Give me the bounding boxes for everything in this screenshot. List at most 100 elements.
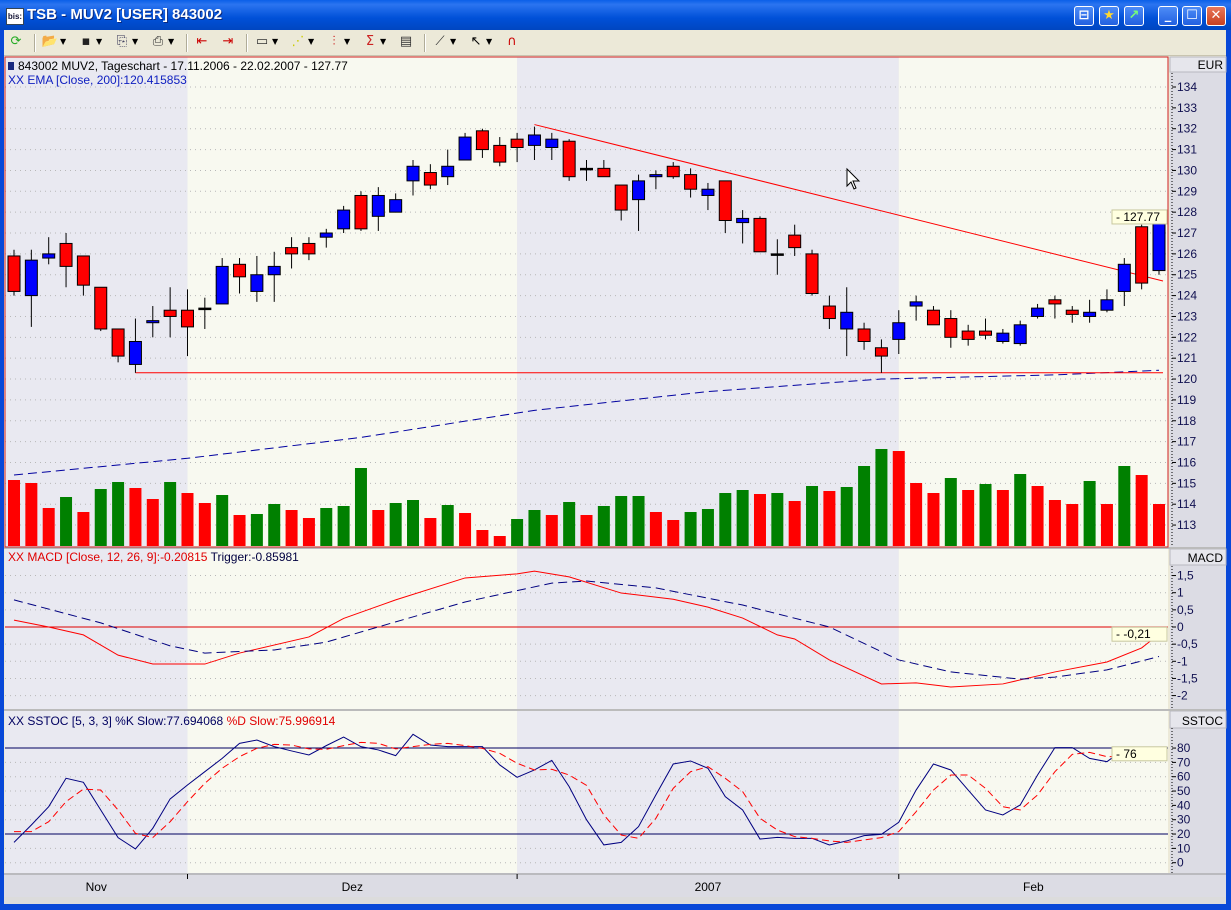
mouse-cursor-icon: [846, 167, 861, 190]
volume-bar: [667, 520, 680, 546]
candle-body: [892, 322, 906, 340]
minimize-button[interactable]: _: [1158, 6, 1178, 26]
candle: [180, 289, 194, 357]
candle: [441, 149, 455, 186]
tick-label: 118: [1177, 414, 1196, 428]
window-button[interactable]: ▭: [252, 33, 272, 51]
pointer-button[interactable]: ↖: [466, 33, 486, 51]
tick-label: 125: [1177, 268, 1197, 282]
tick-label: 120: [1177, 372, 1197, 386]
save-button[interactable]: ▪: [76, 33, 96, 51]
tick-label: 134: [1177, 80, 1197, 94]
toolbar-separator: [246, 34, 248, 52]
chart-link-button[interactable]: ↗: [1124, 6, 1144, 26]
properties-button[interactable]: ▤: [396, 33, 416, 51]
dropdown-arrow-icon[interactable]: ▼: [450, 37, 457, 46]
price-chart-title: 843002 MUV2, Tageschart - 17.11.2006 - 2…: [8, 59, 348, 73]
dropdown-arrow-icon[interactable]: ▼: [344, 37, 351, 46]
layout-button[interactable]: ⊟: [1074, 6, 1094, 26]
last-value-label: - 127.77: [1116, 210, 1160, 224]
candles-button[interactable]: ⫶: [324, 33, 344, 51]
dropdown-arrow-icon[interactable]: ▼: [272, 37, 279, 46]
dropdown-arrow-icon[interactable]: ▼: [168, 37, 175, 46]
open-folder-button[interactable]: 📂: [40, 33, 60, 51]
month-band: [187, 711, 518, 873]
magnet-button[interactable]: ∩: [502, 33, 522, 51]
month-band: [898, 57, 1168, 547]
candle-body: [354, 194, 368, 230]
candle-body: [1135, 226, 1149, 284]
candle-body: [979, 330, 993, 336]
candle: [614, 184, 628, 221]
tick-label: 80: [1177, 741, 1191, 755]
candle: [423, 164, 437, 190]
favorite-button[interactable]: ★: [1099, 6, 1119, 26]
tick-label: 127: [1177, 226, 1197, 240]
candle-body: [423, 172, 437, 186]
axis-header: [1169, 56, 1227, 73]
dropdown-arrow-icon[interactable]: ▼: [60, 37, 67, 46]
volume-bar: [112, 482, 125, 546]
copy-button[interactable]: ⎘: [112, 33, 132, 51]
volume-bar: [389, 503, 402, 546]
volume-bar: [962, 490, 975, 546]
volume-bar: [927, 493, 940, 546]
chart-forward-button[interactable]: ⇥: [218, 33, 238, 51]
stoch-d-label: %D Slow:75.996914: [226, 714, 336, 728]
volume-bar: [788, 501, 801, 546]
candle: [493, 137, 507, 167]
tick-label: 114: [1177, 497, 1196, 511]
maximize-button[interactable]: ☐: [1182, 6, 1202, 26]
chart-type-button[interactable]: ⋰: [288, 33, 308, 51]
volume-bar: [944, 478, 957, 546]
candle: [684, 168, 698, 198]
print-button[interactable]: ⎙: [148, 33, 168, 51]
candle: [527, 126, 541, 161]
draw-line-button[interactable]: ⟋: [430, 33, 450, 51]
candle: [545, 132, 559, 161]
tick-label: 113: [1177, 518, 1196, 532]
candle: [267, 251, 281, 302]
dropdown-arrow-icon[interactable]: ▼: [132, 37, 139, 46]
last-value-marker: [1111, 209, 1168, 225]
candle: [371, 187, 385, 231]
dropdown-arrow-icon[interactable]: ▼: [380, 37, 387, 46]
volume-bar: [875, 449, 888, 546]
candle: [666, 162, 680, 179]
tick-label: 20: [1177, 827, 1191, 841]
candle: [770, 239, 784, 275]
window-frame-left: [0, 30, 4, 910]
indicator-sum-button[interactable]: Σ: [360, 33, 380, 51]
candle-body: [527, 134, 541, 146]
window-frame-right: [1226, 30, 1231, 910]
dropdown-arrow-icon[interactable]: ▼: [486, 37, 493, 46]
dropdown-arrow-icon[interactable]: ▼: [308, 37, 315, 46]
candle-body: [926, 309, 940, 326]
tick-label: 1,5: [1177, 569, 1194, 583]
tick-label: -0,5: [1177, 637, 1198, 651]
volume-bar: [1048, 500, 1061, 546]
volume-bar: [511, 519, 524, 546]
tick-label: 124: [1177, 289, 1197, 303]
candle-body: [458, 136, 472, 161]
properties-icon: ▤: [399, 34, 413, 49]
volume-bar: [979, 484, 992, 546]
tick-label: 50: [1177, 784, 1191, 798]
volume-bar: [337, 506, 350, 546]
volume-bar: [164, 482, 177, 546]
dropdown-arrow-icon[interactable]: ▼: [96, 37, 103, 46]
copy-icon: ⎘: [116, 34, 128, 49]
refresh-button[interactable]: ⟳: [6, 33, 26, 51]
stoch-k-line: [13, 733, 1160, 850]
candle: [979, 318, 993, 340]
chart-back-button[interactable]: ⇤: [192, 33, 212, 51]
trigger-label: Trigger:-0.85981: [210, 550, 299, 564]
tick-label: 131: [1177, 143, 1197, 157]
candle: [354, 191, 368, 231]
chart-back-icon: ⇤: [196, 34, 208, 49]
close-button[interactable]: ✕: [1206, 6, 1226, 26]
chart-forward-icon: ⇥: [222, 34, 234, 49]
candle-body: [736, 217, 750, 224]
candle: [1031, 303, 1045, 319]
